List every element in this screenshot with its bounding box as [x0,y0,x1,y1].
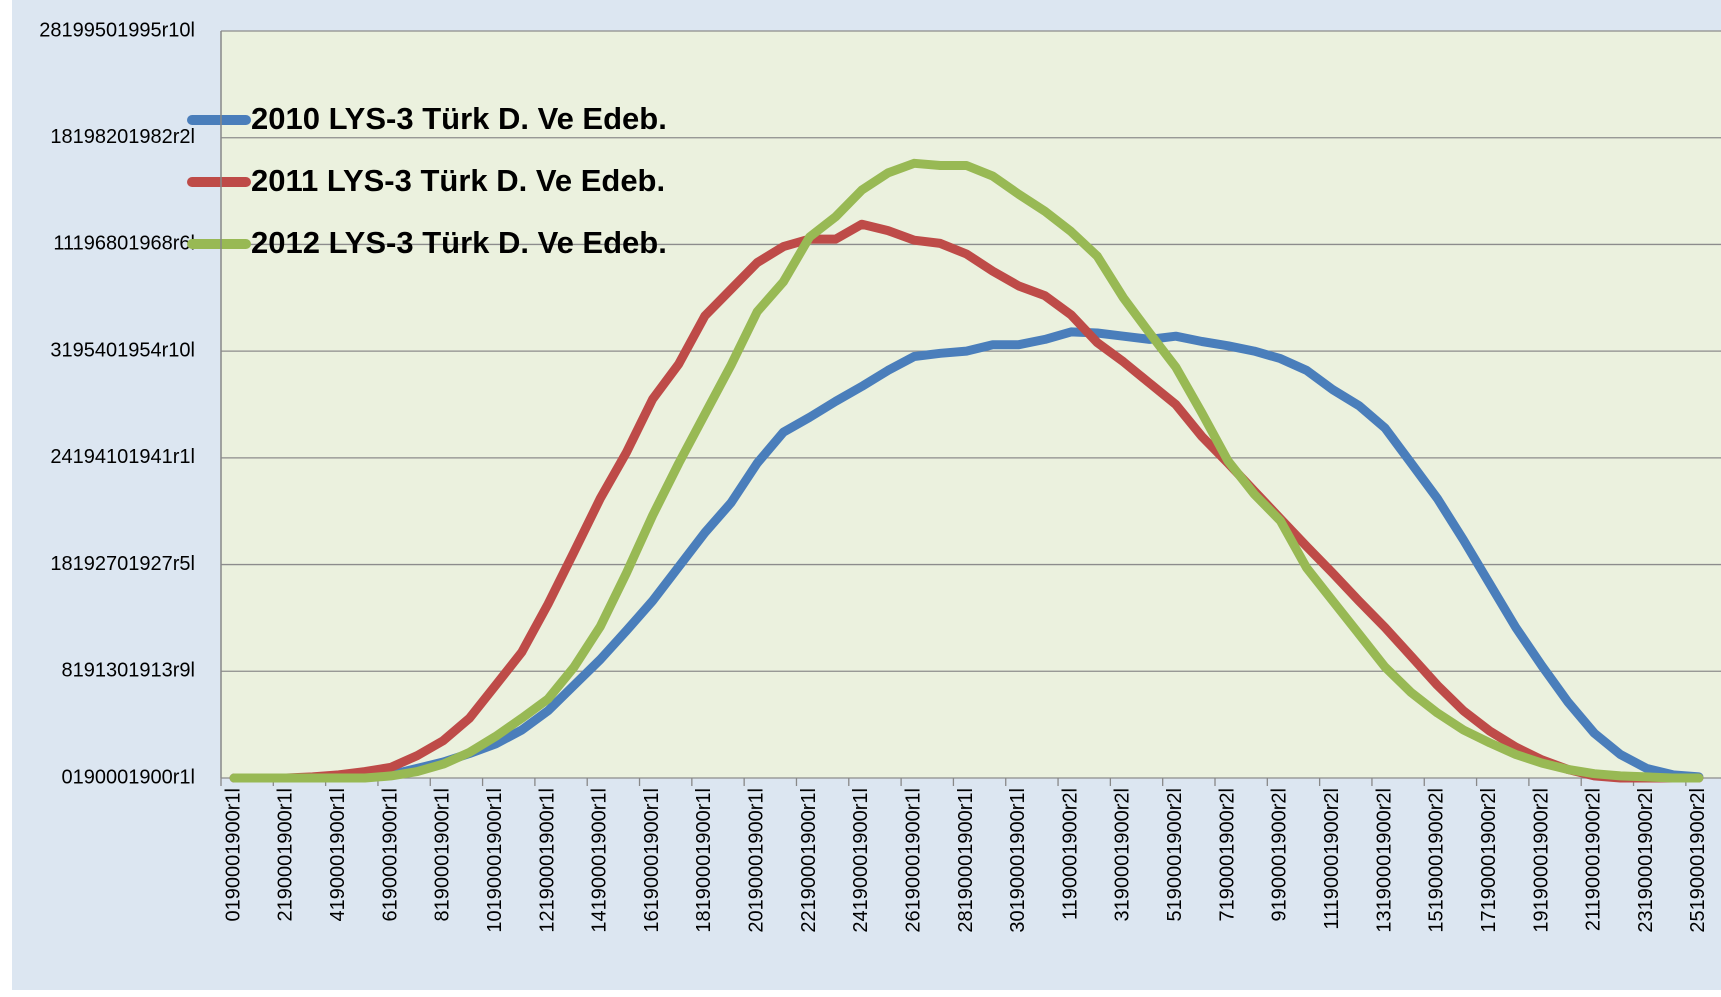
series-line [229,158,1704,783]
x-tick-label: 26190001900r1l [902,788,924,933]
y-tick-label: 8191301913r9l [62,660,195,682]
y-tick-label: 3195401954r10l [50,339,195,361]
x-tick-label: 25190001900r2l [1687,788,1709,933]
x-tick-label: 14190001900r1l [589,788,611,933]
x-tick-label: 13190001900r2l [1373,788,1395,933]
x-tick-label: 6190001900r1l [379,788,401,921]
labels: 0190001900r1l 8191301913r9l 18192701927r5l… [39,19,1709,932]
x-tick-label: 4190001900r1l [327,788,349,921]
y-tick-label: 18198201982r2l [50,126,195,148]
x-tick-label: 7190001900r2l [1216,788,1238,921]
series-line [229,219,1704,783]
x-tick-label: 17190001900r2l [1478,788,1500,933]
y-tick-label: 0190001900r1l [62,766,195,788]
x-tick-label: 0190001900r1l [222,788,244,921]
x-tick-label: 22190001900r1l [798,788,820,933]
x-tick-label: 1190001900r2l [1059,788,1081,920]
legend-label: 2012 LYS-3 Türk D. Ve Edeb. [251,225,667,260]
y-tick-label: 18192701927r5l [50,553,195,575]
x-tick-label: 20190001900r1l [746,788,768,933]
grid [220,30,1721,786]
x-tick-label: 9190001900r2l [1269,788,1291,921]
x-tick-label: 16190001900r1l [641,788,663,933]
x-tick-label: 12190001900r1l [536,788,558,933]
x-tick-label: 3190001900r2l [1112,788,1134,921]
y-tick-label: 11196801968r6l [53,233,195,255]
y-tick-label: 24194101941r1l [50,446,195,468]
x-tick-label: 19190001900r2l [1530,788,1552,933]
lines [229,158,1704,783]
x-tick-label: 30190001900r1l [1007,788,1029,933]
legend-label: 2010 LYS-3 Türk D. Ve Edeb. [251,101,667,136]
x-tick-label: 24190001900r1l [850,788,872,933]
x-tick-label: 21190001900r2l [1583,788,1605,931]
x-tick-label: 23190001900r2l [1635,788,1657,933]
x-tick-label: 28190001900r1l [955,788,977,933]
y-tick-label: 28199501995r10l [39,19,195,41]
plot-area [221,31,1721,778]
x-tick-label: 15190001900r2l [1426,788,1448,933]
x-tick-label: 10190001900r1l [484,788,506,933]
x-tick-label: 5190001900r2l [1164,788,1186,921]
x-tick-label: 11190001900r2l [1321,788,1343,930]
x-tick-label: 18190001900r1l [693,788,715,933]
x-tick-label: 2190001900r1l [275,788,297,921]
x-tick-label: 8190001900r1l [432,788,454,921]
legend-label: 2011 LYS-3 Türk D. Ve Edeb. [251,163,665,198]
